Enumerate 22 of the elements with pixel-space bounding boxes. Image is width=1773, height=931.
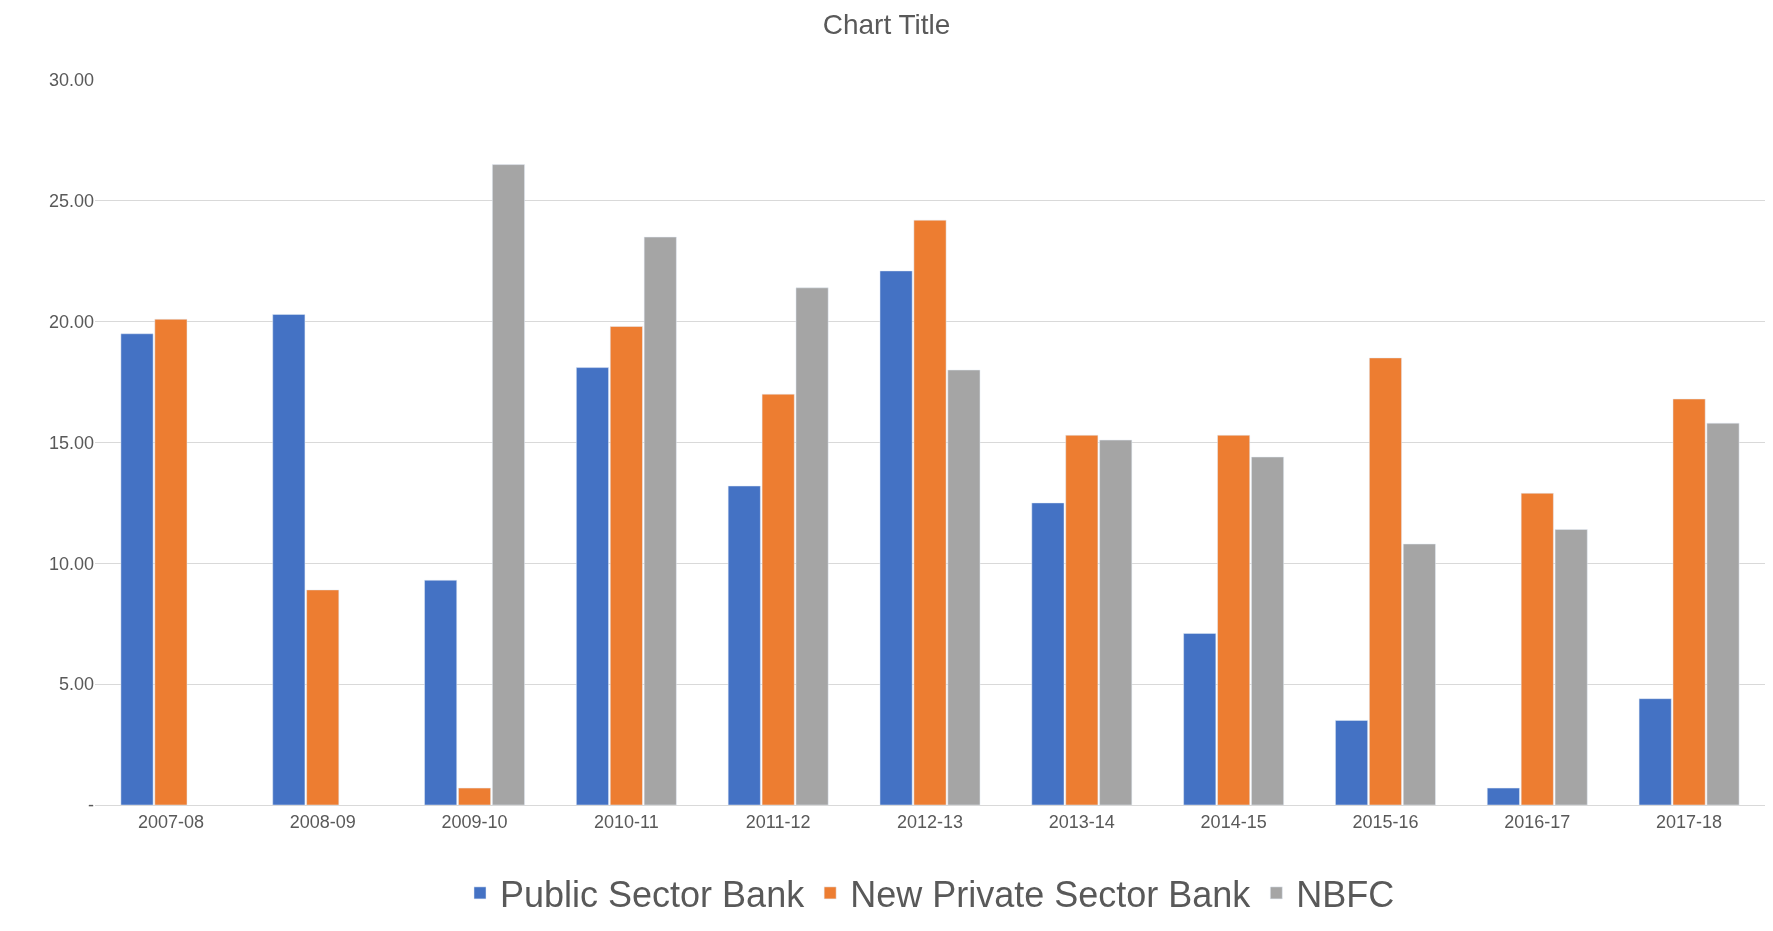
- x-tick-label: 2007-08: [137, 811, 204, 832]
- legend-label: New Private Sector Bank: [850, 873, 1252, 915]
- x-tick-label: 2017-18: [1656, 811, 1723, 832]
- x-tick-label: 2015-16: [1352, 811, 1419, 832]
- x-tick-label: 2012-13: [896, 811, 964, 832]
- y-tick-label: -: [88, 795, 94, 816]
- x-tick-label: 2013-14: [1048, 811, 1115, 832]
- y-tick-label: 15.00: [48, 432, 94, 453]
- y-tick-label: 20.00: [48, 311, 94, 332]
- chart-title: Chart Title: [822, 8, 951, 40]
- y-tick-label: 10.00: [48, 553, 94, 574]
- y-tick-label: 25.00: [48, 191, 94, 212]
- x-tick-label: 2008-09: [289, 811, 356, 832]
- legend-label: NBFC: [1296, 873, 1395, 915]
- y-tick-label: 5.00: [58, 674, 94, 695]
- legend-label: Public Sector Bank: [500, 873, 806, 915]
- x-tick-label: 2016-17: [1504, 811, 1571, 832]
- y-tick-label: 30.00: [48, 70, 94, 91]
- x-tick-label: 2014-15: [1200, 811, 1267, 832]
- x-tick-label: 2011-12: [745, 811, 811, 832]
- x-tick-label: 2009-10: [441, 811, 508, 832]
- x-tick-label: 2010-11: [593, 811, 659, 832]
